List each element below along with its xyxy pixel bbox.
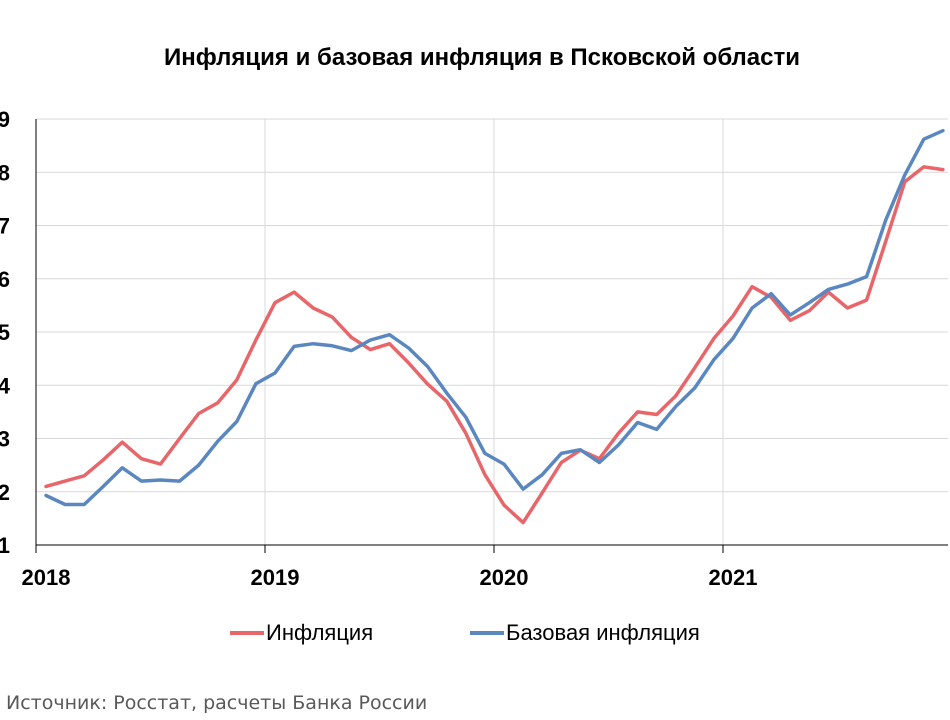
legend: Инфляция Базовая инфляция (0, 620, 950, 650)
y-tick-label: 7 (0, 214, 10, 239)
legend-swatch-core-inflation (470, 631, 504, 635)
y-tick-label: 3 (0, 427, 10, 452)
chart-title: Инфляция и базовая инфляция в Псковской … (164, 44, 800, 71)
y-tick-label: 8 (0, 160, 10, 185)
x-tick-label: 2021 (709, 565, 758, 590)
legend-swatch-inflation (230, 631, 264, 635)
x-tick-label: 2018 (22, 565, 71, 590)
x-tick-label: 2020 (480, 565, 529, 590)
axes (35, 119, 948, 553)
y-tick-label: 9 (0, 107, 10, 132)
series-line-inflation (44, 165, 945, 525)
legend-label-inflation: Инфляция (266, 620, 374, 645)
series-line-core-inflation (44, 128, 945, 507)
legend-label-core-inflation: Базовая инфляция (506, 620, 700, 645)
series-lines (44, 128, 945, 525)
y-tick-label: 6 (0, 267, 10, 292)
legend-item-core-inflation: Базовая инфляция (470, 620, 700, 646)
y-tick-label: 2 (0, 480, 10, 505)
tick-labels: 1 2 3 4 5 6 7 8 9 2018 2019 2020 2021 (0, 107, 757, 590)
legend-item-inflation: Инфляция (230, 620, 373, 646)
y-tick-label: 1 (0, 533, 10, 558)
y-tick-label: 4 (0, 373, 11, 398)
y-tick-label: 5 (0, 320, 10, 345)
x-tick-label: 2019 (251, 565, 300, 590)
source-note: Источник: Росстат, расчеты Банка России (6, 692, 428, 714)
